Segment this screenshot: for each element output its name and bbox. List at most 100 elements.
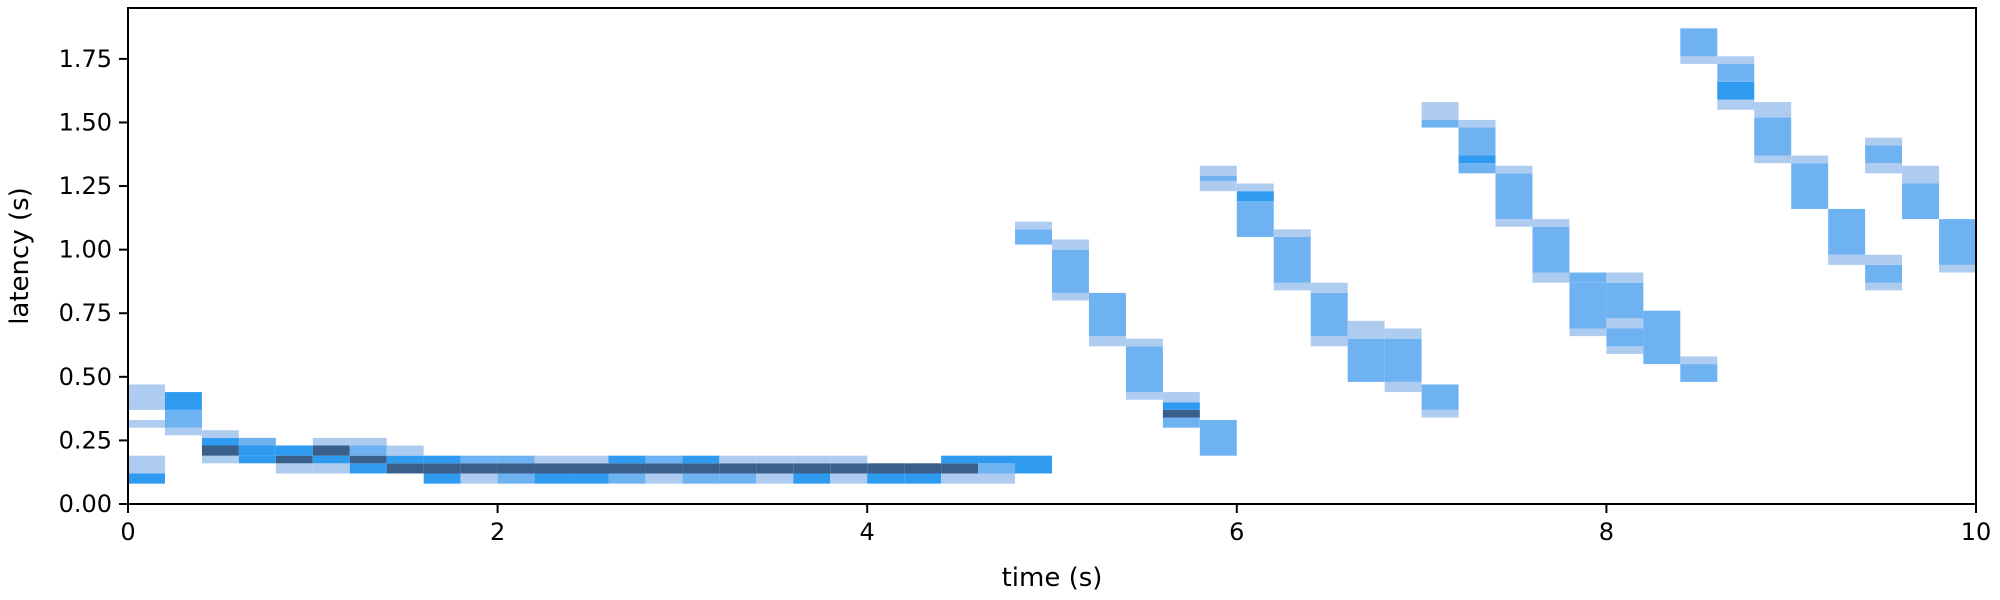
heatmap-cell — [1310, 292, 1348, 337]
heatmap-cell — [1754, 109, 1792, 118]
heatmap-cell — [1865, 137, 1903, 146]
heatmap-cell — [349, 455, 387, 464]
heatmap-cell — [682, 455, 720, 464]
heatmap-cell — [1384, 328, 1422, 339]
heatmap-cell — [1495, 165, 1533, 174]
x-tick-label: 0 — [120, 518, 135, 546]
heatmap-cell — [164, 409, 202, 428]
heatmap-cell — [1162, 402, 1200, 410]
heatmap-cell — [1236, 191, 1274, 202]
y-tick-label: 0.50 — [59, 363, 112, 391]
heatmap-cells — [128, 28, 1976, 484]
heatmap-cell — [497, 473, 535, 484]
heatmap-cell — [1717, 56, 1755, 64]
x-tick-label: 8 — [1599, 518, 1614, 546]
heatmap-cell — [1495, 219, 1533, 227]
heatmap-cell — [1828, 208, 1866, 255]
heatmap-cell — [1347, 320, 1385, 339]
heatmap-cell — [1125, 392, 1163, 400]
x-axis-title: time (s) — [1002, 563, 1103, 593]
heatmap-cell — [1717, 63, 1755, 82]
heatmap-cell — [1569, 282, 1607, 329]
heatmap-cell — [460, 455, 498, 464]
heatmap-cell — [978, 473, 1016, 484]
heatmap-cell — [941, 455, 979, 464]
heatmap-cell — [1052, 249, 1089, 293]
heatmap-cell — [1754, 155, 1792, 164]
heatmap-cell — [423, 455, 461, 464]
heatmap-cell — [1606, 328, 1644, 347]
heatmap-cell — [1717, 81, 1755, 100]
heatmap-cell — [1791, 163, 1829, 209]
heatmap-cell — [608, 473, 646, 484]
heatmap-cell — [608, 463, 646, 474]
heatmap-cell — [1310, 336, 1348, 347]
y-tick-label: 0.75 — [59, 299, 112, 327]
heatmap-cell — [1569, 272, 1607, 283]
y-tick-label: 1.75 — [59, 45, 112, 73]
y-axis: 0.00 0.25 0.50 0.75 1.00 1.25 1.50 1.75 — [59, 45, 128, 518]
heatmap-cell — [719, 463, 757, 474]
heatmap-cell — [312, 455, 350, 464]
heatmap-cell — [534, 455, 572, 464]
heatmap-cell — [1015, 455, 1052, 474]
heatmap-cell — [1865, 264, 1903, 283]
heatmap-cell — [1162, 417, 1200, 428]
heatmap-cell — [1162, 409, 1200, 418]
heatmap-cell — [904, 463, 942, 474]
heatmap-cell — [201, 437, 239, 446]
heatmap-cell — [312, 445, 350, 456]
heatmap-cell — [1606, 282, 1644, 319]
heatmap-cell — [756, 473, 794, 484]
heatmap-cell — [534, 463, 572, 474]
heatmap-cell — [793, 473, 831, 484]
heatmap-cell — [423, 463, 461, 474]
heatmap-cell — [830, 455, 868, 464]
y-tick-label: 0.00 — [59, 490, 112, 518]
heatmap-cell — [608, 455, 646, 464]
heatmap-cell — [645, 463, 683, 474]
heatmap-cell — [164, 392, 202, 410]
heatmap-cell — [349, 437, 387, 446]
heatmap-cell — [1939, 219, 1976, 265]
heatmap-cell — [460, 473, 498, 484]
heatmap-cell — [719, 455, 757, 464]
heatmap-cell — [349, 445, 387, 456]
heatmap-cell — [1088, 336, 1126, 347]
heatmap-cell — [1902, 165, 1940, 184]
heatmap-cell — [830, 463, 868, 474]
heatmap-cell — [1532, 272, 1570, 283]
y-tick-label: 1.00 — [59, 236, 112, 264]
heatmap-cell — [349, 463, 387, 474]
heatmap-cell — [1680, 356, 1718, 365]
heatmap-cell — [1052, 292, 1089, 301]
heatmap-cell — [1421, 409, 1459, 418]
x-tick-label: 4 — [860, 518, 875, 546]
heatmap-cell — [1015, 229, 1052, 245]
heatmap-cell — [1865, 163, 1903, 174]
heatmap-cell — [978, 463, 1016, 474]
heatmap-cell — [386, 463, 424, 474]
heatmap-cell — [1236, 201, 1274, 237]
heatmap-cell — [1273, 229, 1311, 237]
heatmap-cell — [1199, 420, 1237, 456]
heatmap-cell — [1939, 264, 1976, 273]
heatmap-cell — [571, 455, 609, 464]
heatmap-cell — [756, 455, 794, 464]
heatmap-cell — [682, 473, 720, 484]
heatmap-cell — [571, 473, 609, 484]
heatmap-cell — [386, 455, 424, 464]
heatmap-cell — [1495, 173, 1533, 220]
heatmap-cell — [128, 397, 165, 410]
heatmap-cell — [1310, 282, 1348, 293]
heatmap-cell — [1236, 183, 1274, 192]
plot-frame — [127, 7, 1977, 505]
heatmap-cell — [1865, 145, 1903, 164]
y-tick-label: 0.25 — [59, 426, 112, 454]
heatmap-cell — [756, 463, 794, 474]
heatmap-cell — [1458, 163, 1496, 174]
heatmap-cell — [201, 455, 239, 464]
heatmap-cell — [1680, 56, 1718, 64]
heatmap-cell — [1606, 318, 1644, 329]
heatmap-cell — [682, 463, 720, 474]
